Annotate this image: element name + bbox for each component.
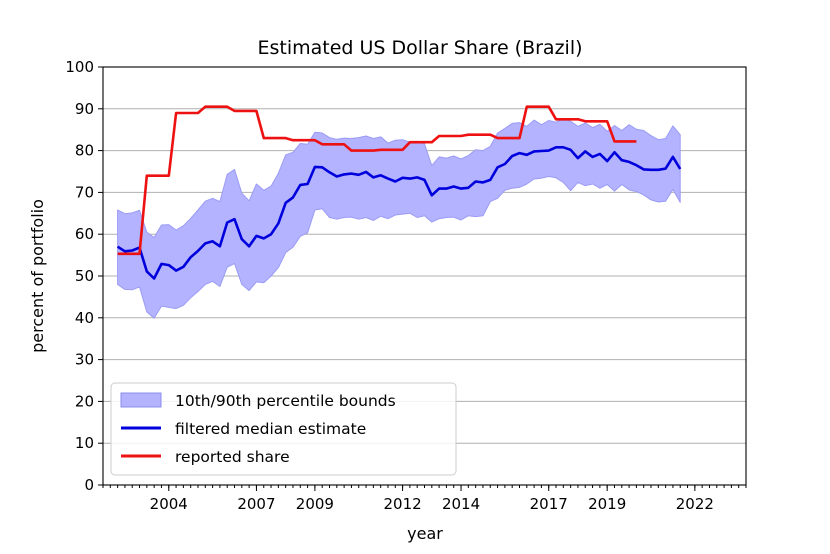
legend-swatch-band	[120, 392, 162, 408]
y-tick-label: 50	[75, 267, 94, 285]
legend-label-median: filtered median estimate	[175, 420, 366, 438]
x-tick-label: 2009	[296, 495, 334, 513]
y-tick-label: 40	[75, 309, 94, 327]
legend-label-reported: reported share	[175, 448, 290, 466]
x-tick-label: 2017	[530, 495, 568, 513]
x-tick-label: 2004	[150, 495, 188, 513]
x-axis-label: year	[407, 524, 443, 543]
y-tick-label: 80	[75, 142, 94, 160]
legend-box	[110, 382, 457, 476]
y-tick-label: 100	[65, 58, 94, 76]
chart-title: Estimated US Dollar Share (Brazil)	[257, 37, 582, 59]
percentile-band	[117, 118, 681, 319]
y-tick-label: 0	[84, 476, 94, 494]
tick-marks: 0 10 20 30 40 50 60 70 80 90 100 2004 2007 2009 2012 20…	[65, 58, 747, 513]
x-tick-label: 2022	[676, 495, 714, 513]
y-tick-label: 60	[75, 225, 94, 243]
series-line-median	[116, 146, 682, 280]
legend-label-band: 10th/90th percentile bounds	[175, 392, 396, 410]
y-tick-label: 10	[75, 434, 94, 452]
band-area	[117, 118, 681, 319]
x-tick-label: 2012	[383, 495, 421, 513]
x-tick-label: 2007	[237, 495, 275, 513]
y-tick-label: 30	[75, 351, 94, 369]
series-lines	[116, 105, 682, 280]
y-tick-label: 90	[75, 100, 94, 118]
x-tick-label: 2019	[588, 495, 626, 513]
y-tick-label: 20	[75, 392, 94, 410]
legend: 10th/90th percentile bounds filtered med…	[110, 382, 457, 476]
y-tick-label: 70	[75, 183, 94, 201]
y-axis-label: percent of portfolio	[28, 199, 47, 353]
series-line-reported	[117, 105, 637, 256]
x-tick-label: 2014	[442, 495, 480, 513]
